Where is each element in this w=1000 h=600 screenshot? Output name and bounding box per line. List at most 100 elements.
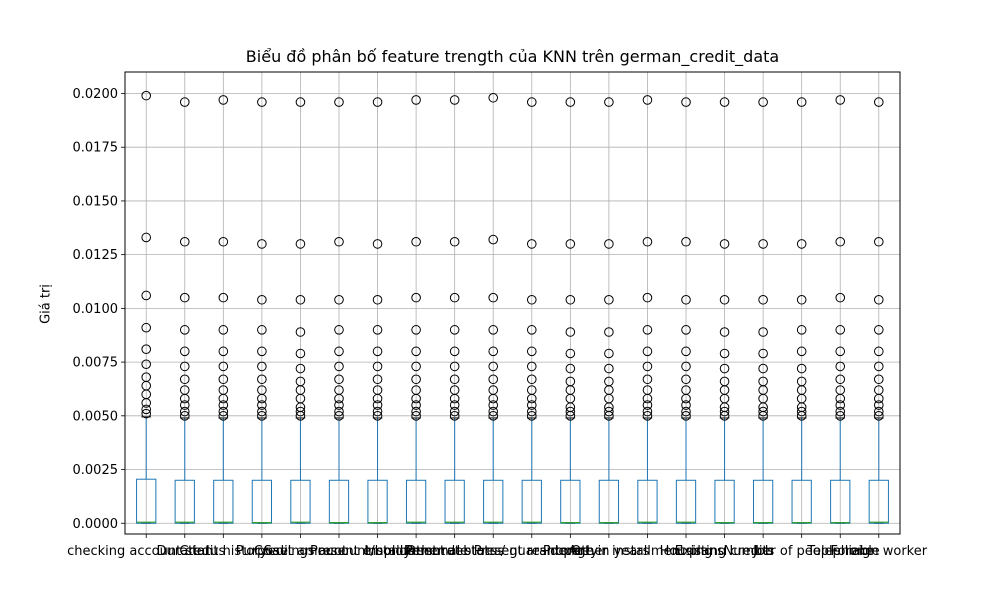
box-iqr: [714, 479, 735, 524]
outlier-point: [372, 406, 383, 417]
x-tick-label: Installment rate: [364, 544, 468, 559]
outlier-point: [681, 400, 691, 410]
outlier-point: [372, 361, 383, 372]
box-item: [830, 95, 851, 524]
outlier-point: [873, 400, 884, 410]
outlier-point: [488, 346, 499, 357]
outlier-point: [411, 361, 421, 372]
outlier-point: [334, 393, 344, 404]
outlier-point: [179, 236, 190, 247]
outlier-point: [681, 97, 691, 107]
outlier-point: [372, 239, 383, 249]
outlier-point: [372, 97, 383, 107]
outlier-point: [758, 363, 768, 374]
outlier-point: [526, 400, 537, 410]
outlier-point: [604, 411, 614, 421]
outlier-point: [372, 374, 383, 385]
chart-title: Biểu đồ phân bố feature trengt​h của KNN…: [245, 47, 780, 66]
outlier-point: [334, 236, 344, 247]
outlier-point: [411, 374, 421, 385]
y-tick-label: 0.0175: [73, 141, 119, 156]
outlier-point: [526, 411, 537, 421]
outlier-point: [873, 411, 884, 421]
box-iqr: [367, 479, 388, 524]
outlier-point: [141, 408, 152, 419]
outlier-point: [758, 406, 768, 417]
outlier-point: [257, 361, 267, 372]
outlier-point: [372, 325, 383, 335]
outlier-point: [526, 325, 537, 335]
outlier-point: [179, 374, 190, 385]
x-tick-label: checking account status: [67, 544, 225, 559]
outlier-point: [295, 327, 306, 337]
outlier-point: [295, 97, 306, 107]
y-tick-label: 0.0075: [73, 356, 119, 371]
outlier-point: [449, 325, 460, 335]
outlier-point: [526, 294, 537, 305]
x-tick-label: Duration: [157, 544, 213, 559]
box-iqr: [136, 478, 157, 524]
outlier-point: [796, 346, 807, 357]
outlier-point: [257, 325, 267, 335]
outlier-point: [372, 393, 383, 404]
outlier-point: [334, 400, 344, 410]
outlier-point: [604, 327, 614, 337]
outlier-point: [411, 400, 421, 410]
x-tick-label: Other debtors / guarantors: [406, 544, 581, 559]
outlier-point: [411, 411, 421, 421]
box-iqr: [637, 479, 658, 524]
outlier-point: [719, 363, 730, 374]
box-item: [136, 90, 157, 524]
outlier-point: [449, 95, 460, 105]
box-iqr: [213, 479, 234, 524]
outlier-point: [835, 361, 846, 372]
outlier-point: [719, 294, 730, 305]
box-item: [213, 95, 234, 524]
outlier-point: [488, 400, 499, 410]
outlier-point: [449, 411, 460, 421]
outlier-point: [642, 292, 653, 303]
outlier-point: [257, 411, 267, 421]
outlier-point: [334, 374, 344, 385]
outlier-point: [334, 294, 344, 305]
outlier-point: [449, 346, 460, 357]
y-tick-label: 0.0025: [73, 463, 119, 478]
outlier-point: [565, 294, 576, 305]
x-tick-label: Housing: [660, 544, 713, 559]
outlier-point: [218, 346, 229, 357]
outlier-point: [295, 348, 306, 359]
outlier-point: [758, 239, 768, 249]
outlier-point: [141, 322, 152, 333]
outlier-point: [526, 346, 537, 357]
outlier-point: [449, 374, 460, 385]
outlier-point: [796, 411, 807, 421]
outlier-point: [179, 292, 190, 303]
outlier-point: [873, 325, 884, 335]
box-iqr: [328, 479, 350, 524]
outlier-point: [758, 294, 768, 305]
outlier-point: [873, 406, 884, 417]
x-tick-label: Present employment: [310, 544, 445, 559]
outlier-point: [218, 236, 229, 247]
x-tick-label: Foreign worker: [830, 544, 927, 559]
outlier-point: [758, 97, 768, 107]
outlier-point: [719, 411, 730, 421]
box-iqr: [405, 479, 427, 524]
x-tick-label: Age in years: [568, 544, 649, 559]
outlier-point: [642, 236, 653, 247]
outlier-point: [334, 411, 344, 421]
outlier-point: [604, 363, 614, 374]
outlier-point: [642, 393, 653, 404]
outlier-point: [488, 234, 499, 245]
outlier-point: [719, 327, 730, 337]
y-tick-label: 0.0000: [73, 517, 119, 532]
y-tick-label: 0.0200: [73, 87, 119, 102]
outlier-point: [835, 406, 846, 417]
box-item: [598, 97, 620, 524]
outlier-point: [719, 239, 730, 249]
outlier-point: [565, 406, 576, 417]
outlier-point: [141, 398, 152, 408]
box-iqr: [675, 479, 697, 524]
outlier-point: [218, 95, 229, 105]
outlier-point: [526, 406, 537, 417]
